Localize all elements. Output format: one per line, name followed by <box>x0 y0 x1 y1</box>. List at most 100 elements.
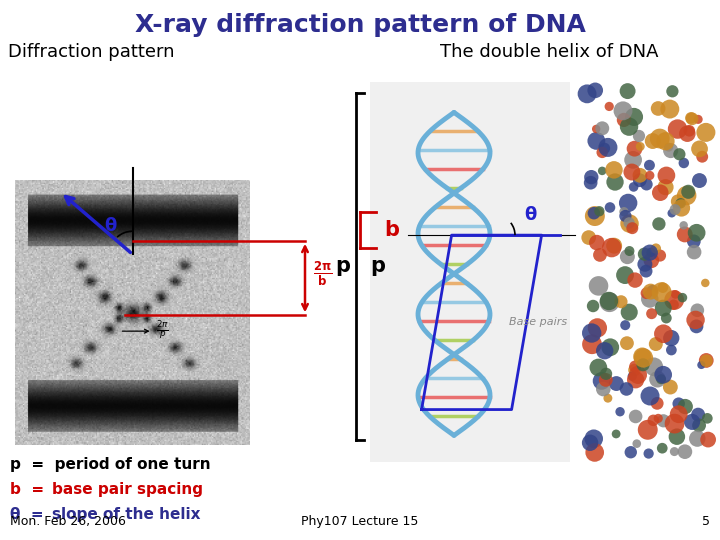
Circle shape <box>652 185 669 201</box>
Circle shape <box>620 83 636 99</box>
Circle shape <box>678 293 687 302</box>
Circle shape <box>657 282 668 293</box>
Circle shape <box>606 173 624 191</box>
Circle shape <box>675 198 686 208</box>
Circle shape <box>685 112 697 124</box>
Circle shape <box>637 257 652 272</box>
Circle shape <box>601 339 619 356</box>
Circle shape <box>644 253 659 268</box>
Circle shape <box>619 207 629 217</box>
Circle shape <box>626 222 639 234</box>
Circle shape <box>644 160 655 171</box>
Circle shape <box>621 303 638 321</box>
Circle shape <box>599 373 613 387</box>
Circle shape <box>624 151 642 168</box>
Circle shape <box>633 130 645 142</box>
Circle shape <box>669 428 685 445</box>
Circle shape <box>616 407 625 416</box>
Circle shape <box>633 173 647 187</box>
Circle shape <box>644 448 654 458</box>
Text: p: p <box>370 256 385 276</box>
Circle shape <box>629 364 641 376</box>
Circle shape <box>689 430 706 447</box>
Circle shape <box>657 166 675 184</box>
Circle shape <box>646 308 657 319</box>
Circle shape <box>688 224 706 241</box>
Circle shape <box>668 119 688 139</box>
Circle shape <box>625 108 643 126</box>
Circle shape <box>633 168 647 183</box>
Circle shape <box>582 334 602 354</box>
Circle shape <box>624 246 634 256</box>
Circle shape <box>629 361 642 373</box>
Circle shape <box>588 318 607 338</box>
Circle shape <box>615 295 628 308</box>
Circle shape <box>642 245 658 261</box>
Circle shape <box>691 408 705 422</box>
Circle shape <box>609 376 624 391</box>
Circle shape <box>636 358 649 372</box>
Text: $\frac{2\pi}{p}$: $\frac{2\pi}{p}$ <box>156 320 169 342</box>
Circle shape <box>613 102 632 120</box>
Circle shape <box>650 129 670 148</box>
Circle shape <box>620 320 630 330</box>
Circle shape <box>590 359 607 376</box>
Circle shape <box>605 102 614 111</box>
Circle shape <box>636 142 644 151</box>
Text: base pair spacing: base pair spacing <box>52 482 203 497</box>
Circle shape <box>681 185 696 199</box>
Circle shape <box>589 276 608 296</box>
Circle shape <box>634 348 653 368</box>
Text: θ: θ <box>104 217 117 235</box>
Text: X-ray diffraction pattern of DNA: X-ray diffraction pattern of DNA <box>135 13 585 37</box>
Circle shape <box>596 342 613 360</box>
Circle shape <box>593 372 611 390</box>
Circle shape <box>661 313 672 323</box>
Circle shape <box>685 112 698 125</box>
Text: slope of the helix: slope of the helix <box>52 507 200 522</box>
Circle shape <box>693 115 703 124</box>
Circle shape <box>670 204 680 215</box>
Circle shape <box>588 132 606 150</box>
Circle shape <box>678 399 693 414</box>
Circle shape <box>577 84 596 103</box>
Circle shape <box>654 249 666 261</box>
Circle shape <box>645 133 661 149</box>
Circle shape <box>686 310 705 329</box>
Circle shape <box>652 217 665 231</box>
Circle shape <box>678 444 692 459</box>
Circle shape <box>663 143 678 158</box>
Circle shape <box>629 182 639 192</box>
Circle shape <box>621 214 639 233</box>
Circle shape <box>692 173 707 188</box>
Circle shape <box>641 287 652 299</box>
Circle shape <box>683 125 695 137</box>
Text: Diffraction pattern: Diffraction pattern <box>8 43 174 61</box>
Circle shape <box>647 248 656 257</box>
Circle shape <box>629 366 647 384</box>
Circle shape <box>684 414 700 430</box>
Circle shape <box>587 300 599 312</box>
Circle shape <box>669 300 679 310</box>
Circle shape <box>670 406 688 423</box>
Text: θ  =: θ = <box>10 507 54 522</box>
Text: b  =: b = <box>10 482 55 497</box>
Circle shape <box>594 206 605 217</box>
Circle shape <box>620 336 634 350</box>
Circle shape <box>582 435 598 451</box>
Circle shape <box>690 303 704 317</box>
Circle shape <box>629 410 642 423</box>
Circle shape <box>641 291 659 308</box>
Circle shape <box>598 167 606 175</box>
Circle shape <box>606 161 623 179</box>
Circle shape <box>603 394 612 403</box>
Circle shape <box>605 202 616 213</box>
Circle shape <box>619 194 637 212</box>
Circle shape <box>633 348 652 366</box>
Text: Phy107 Lecture 15: Phy107 Lecture 15 <box>301 515 419 528</box>
Circle shape <box>654 300 672 316</box>
Circle shape <box>624 164 640 180</box>
Circle shape <box>624 446 637 458</box>
Circle shape <box>670 447 679 456</box>
Circle shape <box>654 325 672 343</box>
